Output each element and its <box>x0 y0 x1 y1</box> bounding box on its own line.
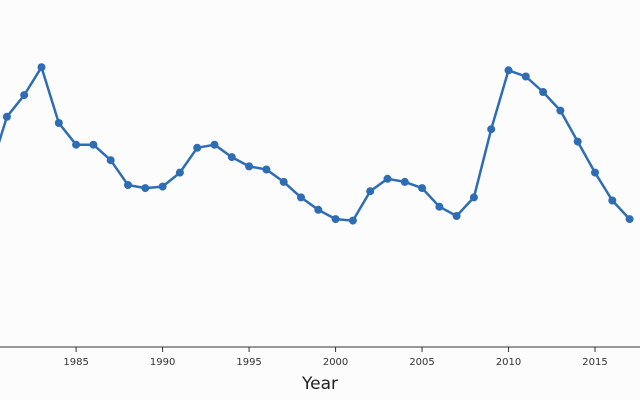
data-point <box>37 63 46 72</box>
data-point <box>469 193 478 202</box>
data-point <box>54 119 63 127</box>
data-point <box>625 215 634 224</box>
data-point <box>487 125 496 134</box>
data-points <box>2 63 634 225</box>
data-point <box>314 205 323 214</box>
data-point <box>435 202 444 211</box>
data-point <box>20 91 29 100</box>
data-point <box>573 137 582 146</box>
data-point <box>124 181 132 189</box>
x-tick-label: 1990 <box>150 357 175 368</box>
data-point <box>383 174 392 183</box>
data-point <box>141 184 150 193</box>
data-point <box>106 156 115 165</box>
data-point <box>539 88 548 96</box>
x-axis-ticks: 1985 1990 1995 2000 2005 2010 2015 <box>63 347 608 368</box>
data-point <box>366 187 375 196</box>
data-point <box>348 216 357 225</box>
data-point <box>418 184 427 193</box>
data-point <box>504 66 513 75</box>
x-tick-label: 2010 <box>496 357 521 368</box>
x-tick-label: 2000 <box>323 357 348 368</box>
x-tick-label: 2015 <box>582 357 607 368</box>
data-point <box>279 177 288 186</box>
data-point <box>193 143 202 152</box>
data-point <box>175 168 184 177</box>
x-tick-label: 2005 <box>409 357 434 368</box>
data-point <box>521 72 530 81</box>
data-point <box>400 177 409 186</box>
data-point <box>591 168 599 177</box>
data-point <box>158 182 167 191</box>
data-point <box>262 165 271 174</box>
x-tick-label: 1995 <box>236 357 261 368</box>
x-axis-title: Year <box>301 374 338 394</box>
data-point <box>210 140 219 149</box>
data-point <box>608 196 617 205</box>
data-point <box>89 140 98 149</box>
data-point <box>556 106 565 115</box>
data-point <box>245 162 254 171</box>
data-point <box>452 212 461 220</box>
data-point <box>72 140 81 149</box>
data-point <box>2 112 11 121</box>
data-point <box>331 215 340 224</box>
data-point <box>297 193 305 202</box>
data-point <box>227 153 236 162</box>
x-tick-label: 1985 <box>63 357 88 368</box>
